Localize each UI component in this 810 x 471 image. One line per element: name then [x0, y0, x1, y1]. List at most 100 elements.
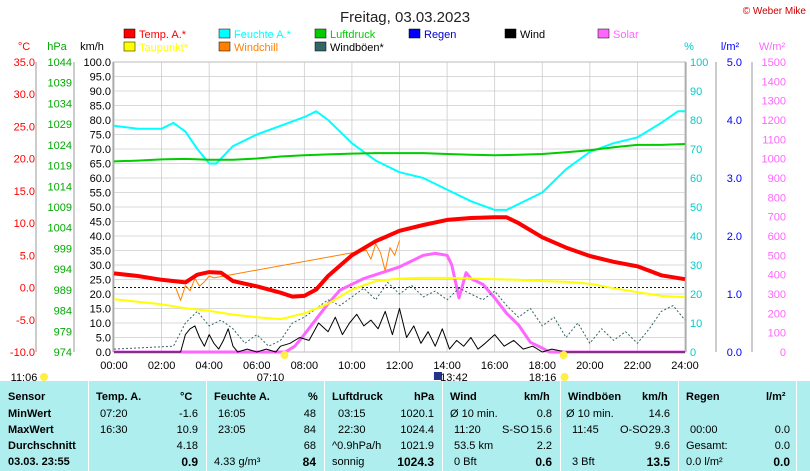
rain-time: 00:00 — [690, 424, 718, 436]
wind-direction: S-SO — [502, 424, 529, 436]
unit-solar: W/m² — [759, 41, 786, 53]
wind-tick-label: 15.0 — [90, 304, 111, 316]
pressure-tick-label: 1009 — [48, 202, 72, 214]
legend-swatch — [123, 28, 136, 39]
humidity-tick-label: 20 — [690, 289, 702, 301]
x-tick-label: 10:00 — [338, 360, 366, 372]
rain-tick-label: 3.0 — [727, 173, 742, 185]
rain-tick-label: 0.0 — [727, 347, 742, 359]
rain-value: 0.0 — [774, 440, 790, 452]
legend-label: Temp. A.* — [139, 29, 187, 41]
wind-tick-label: 90.0 — [90, 86, 111, 98]
series-solar-line — [114, 251, 685, 354]
x-tick-label: 20:00 — [576, 360, 604, 372]
humidity-value: 84 — [303, 424, 316, 436]
current-pressure: 1024.3 — [397, 455, 434, 469]
legend-swatch — [408, 28, 421, 39]
solar-tick-label: 400 — [768, 270, 786, 282]
pressure-tick-label: 999 — [54, 243, 72, 255]
humidity-time: 23:05 — [218, 424, 246, 436]
legend-label: Feuchte A.* — [234, 29, 292, 41]
pressure-value: 1024.4 — [400, 424, 434, 436]
absolute-humidity: 4.33 g/m³ — [214, 456, 261, 468]
pressure-tick-label: 1024 — [48, 140, 72, 152]
series-wind-line — [114, 308, 685, 353]
wind-distance: 53.5 km — [454, 440, 494, 452]
rain-value: 0.0 — [774, 424, 790, 436]
rain-tick-label: 1.0 — [727, 289, 742, 301]
solar-tick-label: 1500 — [762, 57, 786, 69]
gust-value: 14.6 — [648, 408, 670, 420]
pressure-tick-label: 1014 — [48, 181, 72, 193]
pressure-tick-label: 1004 — [48, 223, 72, 235]
x-tick-label: 12:00 — [386, 360, 414, 372]
legend-swatch — [314, 28, 327, 39]
wind-tick-label: 10.0 — [90, 318, 111, 330]
chart-title: Freitag, 03.03.2023 — [340, 9, 470, 26]
sun-icon — [560, 373, 569, 381]
wind-tick-label: 65.0 — [90, 159, 111, 171]
pressure-time: 22:30 — [338, 424, 366, 436]
header-pressure-unit: hPa — [414, 391, 435, 403]
current-gust: 13.5 — [646, 455, 670, 469]
header-gust-unit: km/h — [642, 391, 668, 403]
wind-tick-label: 80.0 — [90, 115, 111, 127]
pressure-time: 03:15 — [338, 408, 366, 420]
wind-tick-label: 40.0 — [90, 231, 111, 243]
humidity-tick-label: 60 — [690, 173, 702, 185]
pressure-tick-label: 1019 — [48, 161, 72, 173]
solar-tick-label: 1400 — [762, 76, 786, 88]
copyright: © Weber Mike — [743, 6, 807, 17]
stats-table: Sensor Temp. A. °C Feuchte A. % Luftdruc… — [0, 381, 810, 471]
legend-label: Windchill — [234, 42, 278, 54]
header-wind: Wind — [450, 391, 477, 403]
legend-swatch — [597, 28, 610, 39]
rain-tick-label: 2.0 — [727, 231, 742, 243]
solar-tick-label: 600 — [768, 231, 786, 243]
humidity-tick-label: 70 — [690, 144, 702, 156]
header-rain-unit: l/m² — [766, 391, 786, 403]
humidity-tick-label: 80 — [690, 115, 702, 127]
wind-tick-label: 85.0 — [90, 101, 111, 113]
pressure-tick-label: 989 — [54, 285, 72, 297]
temp-tick-label: 35.0 — [14, 57, 35, 69]
humidity-tick-label: 90 — [690, 86, 702, 98]
wind-tick-label: 95.0 — [90, 72, 111, 84]
wind-tick-label: 75.0 — [90, 130, 111, 142]
solar-tick-label: 1000 — [762, 154, 786, 166]
x-tick-label: 02:00 — [148, 360, 176, 372]
header-humidity-unit: % — [308, 391, 318, 403]
pressure-tick-label: 984 — [54, 306, 72, 318]
solar-tick-label: 800 — [768, 192, 786, 204]
x-tick-label: 22:00 — [624, 360, 652, 372]
sunrise-time: 07:10 — [257, 372, 285, 381]
x-tick-label: 06:00 — [243, 360, 271, 372]
unit-pressure: hPa — [47, 41, 67, 53]
series-tempa-line — [113, 215, 686, 299]
rain-tick-label: 4.0 — [727, 115, 742, 127]
pressure-trend: ^0.9hPa/h — [332, 440, 382, 452]
temp-tick-label: 20.0 — [14, 154, 35, 166]
solar-tick-label: 700 — [768, 212, 786, 224]
gust-label: Ø 10 min. — [566, 408, 614, 420]
rain-total-label: Gesamt: — [686, 440, 728, 452]
x-tick-label: 00:00 — [100, 360, 128, 372]
wind-time: 11:20 — [454, 424, 481, 436]
wind-label: Ø 10 min. — [450, 408, 498, 420]
temp-value: 10.9 — [176, 424, 198, 436]
legend-label: Luftdruck — [330, 29, 376, 41]
sun-icon — [559, 351, 568, 359]
temp-tick-label: -10.0 — [10, 347, 35, 359]
humidity-value: 48 — [303, 408, 316, 420]
wind-value: 0.8 — [536, 408, 552, 420]
temp-value: -1.6 — [179, 408, 198, 420]
wind-tick-label: 45.0 — [90, 217, 111, 229]
humidity-tick-label: 0 — [690, 347, 696, 359]
temp-tick-label: 15.0 — [14, 186, 35, 198]
solar-tick-label: 500 — [768, 250, 786, 262]
wind-tick-label: 55.0 — [90, 188, 111, 200]
forecast: sonnig — [332, 456, 365, 468]
wind-tick-label: 100.0 — [83, 57, 111, 69]
temp-tick-label: 25.0 — [14, 121, 35, 133]
rain-tick-label: 5.0 — [727, 57, 742, 69]
